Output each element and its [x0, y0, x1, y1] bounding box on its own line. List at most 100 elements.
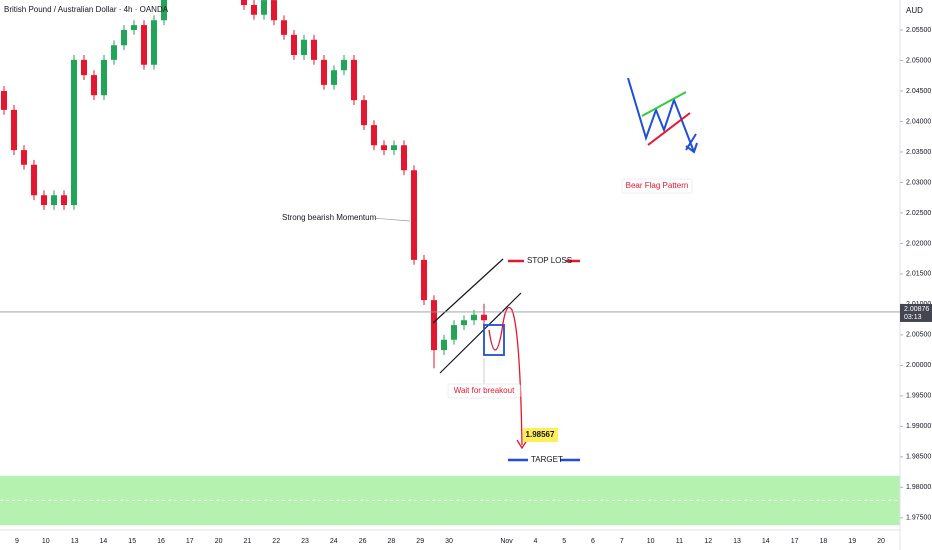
pattern-tail [685, 133, 697, 151]
candle-body [461, 320, 467, 326]
pattern-box [621, 178, 693, 194]
y-tick-label: 2.02500 [906, 210, 931, 217]
candle-body [391, 145, 397, 151]
candle-layer [1, 0, 487, 369]
x-tick-label: 21 [244, 538, 252, 545]
candle-body [411, 170, 417, 260]
candle-body [471, 314, 477, 321]
candle-body [361, 100, 367, 126]
candle-body [431, 300, 437, 351]
projection-path [488, 306, 523, 446]
x-tick-label: 5 [562, 538, 566, 545]
y-tick-label: 2.04500 [906, 88, 931, 95]
y-tick-label: 2.03000 [906, 179, 931, 186]
x-tick-label: 9 [15, 538, 19, 545]
candle-body [351, 59, 357, 101]
y-tick-label: 2.02000 [906, 240, 931, 247]
candle-body [131, 25, 137, 30]
pattern-lower [647, 112, 691, 146]
candle-body [41, 195, 47, 205]
candle-body [161, 0, 167, 21]
momentum-label: Strong bearish Momentum [282, 213, 377, 222]
projection-arrow [516, 439, 528, 450]
momentum-pointer [371, 217, 411, 222]
pattern-zigzag [627, 77, 695, 153]
last-price-box [900, 303, 932, 322]
x-tick-label: 17 [791, 538, 799, 545]
candle-body [11, 109, 17, 151]
candle-body [301, 39, 307, 55]
zone-layer [0, 475, 900, 526]
currency-label: AUD [906, 6, 923, 15]
candle-body [421, 259, 427, 301]
x-tick-label: 14 [762, 538, 770, 545]
y-tick-label: 1.99000 [906, 423, 931, 430]
pattern-upper [641, 91, 687, 117]
candle-body [481, 314, 487, 321]
candle-body [401, 145, 407, 171]
candle-body [271, 0, 277, 21]
wait-box [447, 383, 521, 399]
x-tick-label: 28 [388, 538, 396, 545]
y-tick-label: 2.01500 [906, 271, 931, 278]
x-tick-label: 11 [676, 538, 683, 545]
x-tick-label: 20 [215, 538, 223, 545]
target-label: TARGET [531, 455, 563, 464]
annotations: Strong bearish Momentum STOP LOSS Wait f… [282, 77, 698, 464]
candle-body [21, 150, 27, 165]
candle-body [291, 34, 297, 55]
x-tick-label: 13 [733, 538, 741, 545]
candle-body [71, 59, 77, 205]
x-tick-label: 6 [591, 538, 595, 545]
x-tick-label: 17 [186, 538, 194, 545]
x-tick-label: 10 [42, 538, 50, 545]
x-tick-label: 30 [445, 538, 453, 545]
x-tick-label: 7 [620, 538, 624, 545]
x-tick-label: 26 [359, 538, 367, 545]
x-tick-label: 13 [71, 538, 79, 545]
candle-body [1, 90, 7, 110]
countdown-label: 03:13 [904, 314, 922, 321]
last-price-label: 2.00876 [904, 306, 929, 313]
wait-label: Wait for breakout [454, 386, 515, 395]
x-tick-label: 16 [157, 538, 165, 545]
x-tick-label: 29 [416, 538, 424, 545]
candle-body [251, 5, 257, 15]
stop-loss-label: STOP LOSS [527, 256, 572, 265]
candle-body [311, 39, 317, 60]
candle-body [141, 25, 147, 65]
x-tick-label: 12 [704, 538, 712, 545]
candle-body [31, 164, 37, 196]
y-tick-label: 2.05500 [906, 27, 931, 34]
y-tick-label: 2.03500 [906, 149, 931, 156]
pattern-label: Bear Flag Pattern [626, 181, 689, 190]
candle-body [51, 195, 57, 205]
candle-body [451, 325, 457, 340]
candle-body [241, 0, 247, 6]
channel-upper [432, 258, 504, 324]
y-tick-label: 2.05000 [906, 57, 931, 64]
y-tick-label: 2.00500 [906, 332, 931, 339]
candle-body [151, 20, 157, 65]
y-tick-label: 1.97500 [906, 515, 931, 522]
candle-body [381, 145, 387, 151]
y-tick-label: 2.00000 [906, 362, 931, 369]
target-price-box [523, 428, 558, 442]
target-price-label: 1.98567 [526, 430, 555, 439]
candle-body [81, 59, 87, 76]
candle-body [441, 339, 447, 351]
x-tick-label: 15 [128, 538, 136, 545]
candle-body [111, 45, 117, 60]
x-tick-label: 10 [647, 538, 655, 545]
x-tick-label: 24 [330, 538, 338, 545]
candle-body [321, 59, 327, 85]
x-tick-label: 4 [533, 538, 537, 545]
x-tick-label: 18 [820, 538, 828, 545]
x-tick-label: Nov [500, 538, 513, 545]
x-tick-label: 22 [272, 538, 280, 545]
channel-lower [439, 292, 522, 374]
candle-body [61, 195, 67, 205]
x-tick-label: 23 [301, 538, 309, 545]
candle-body [331, 70, 337, 85]
